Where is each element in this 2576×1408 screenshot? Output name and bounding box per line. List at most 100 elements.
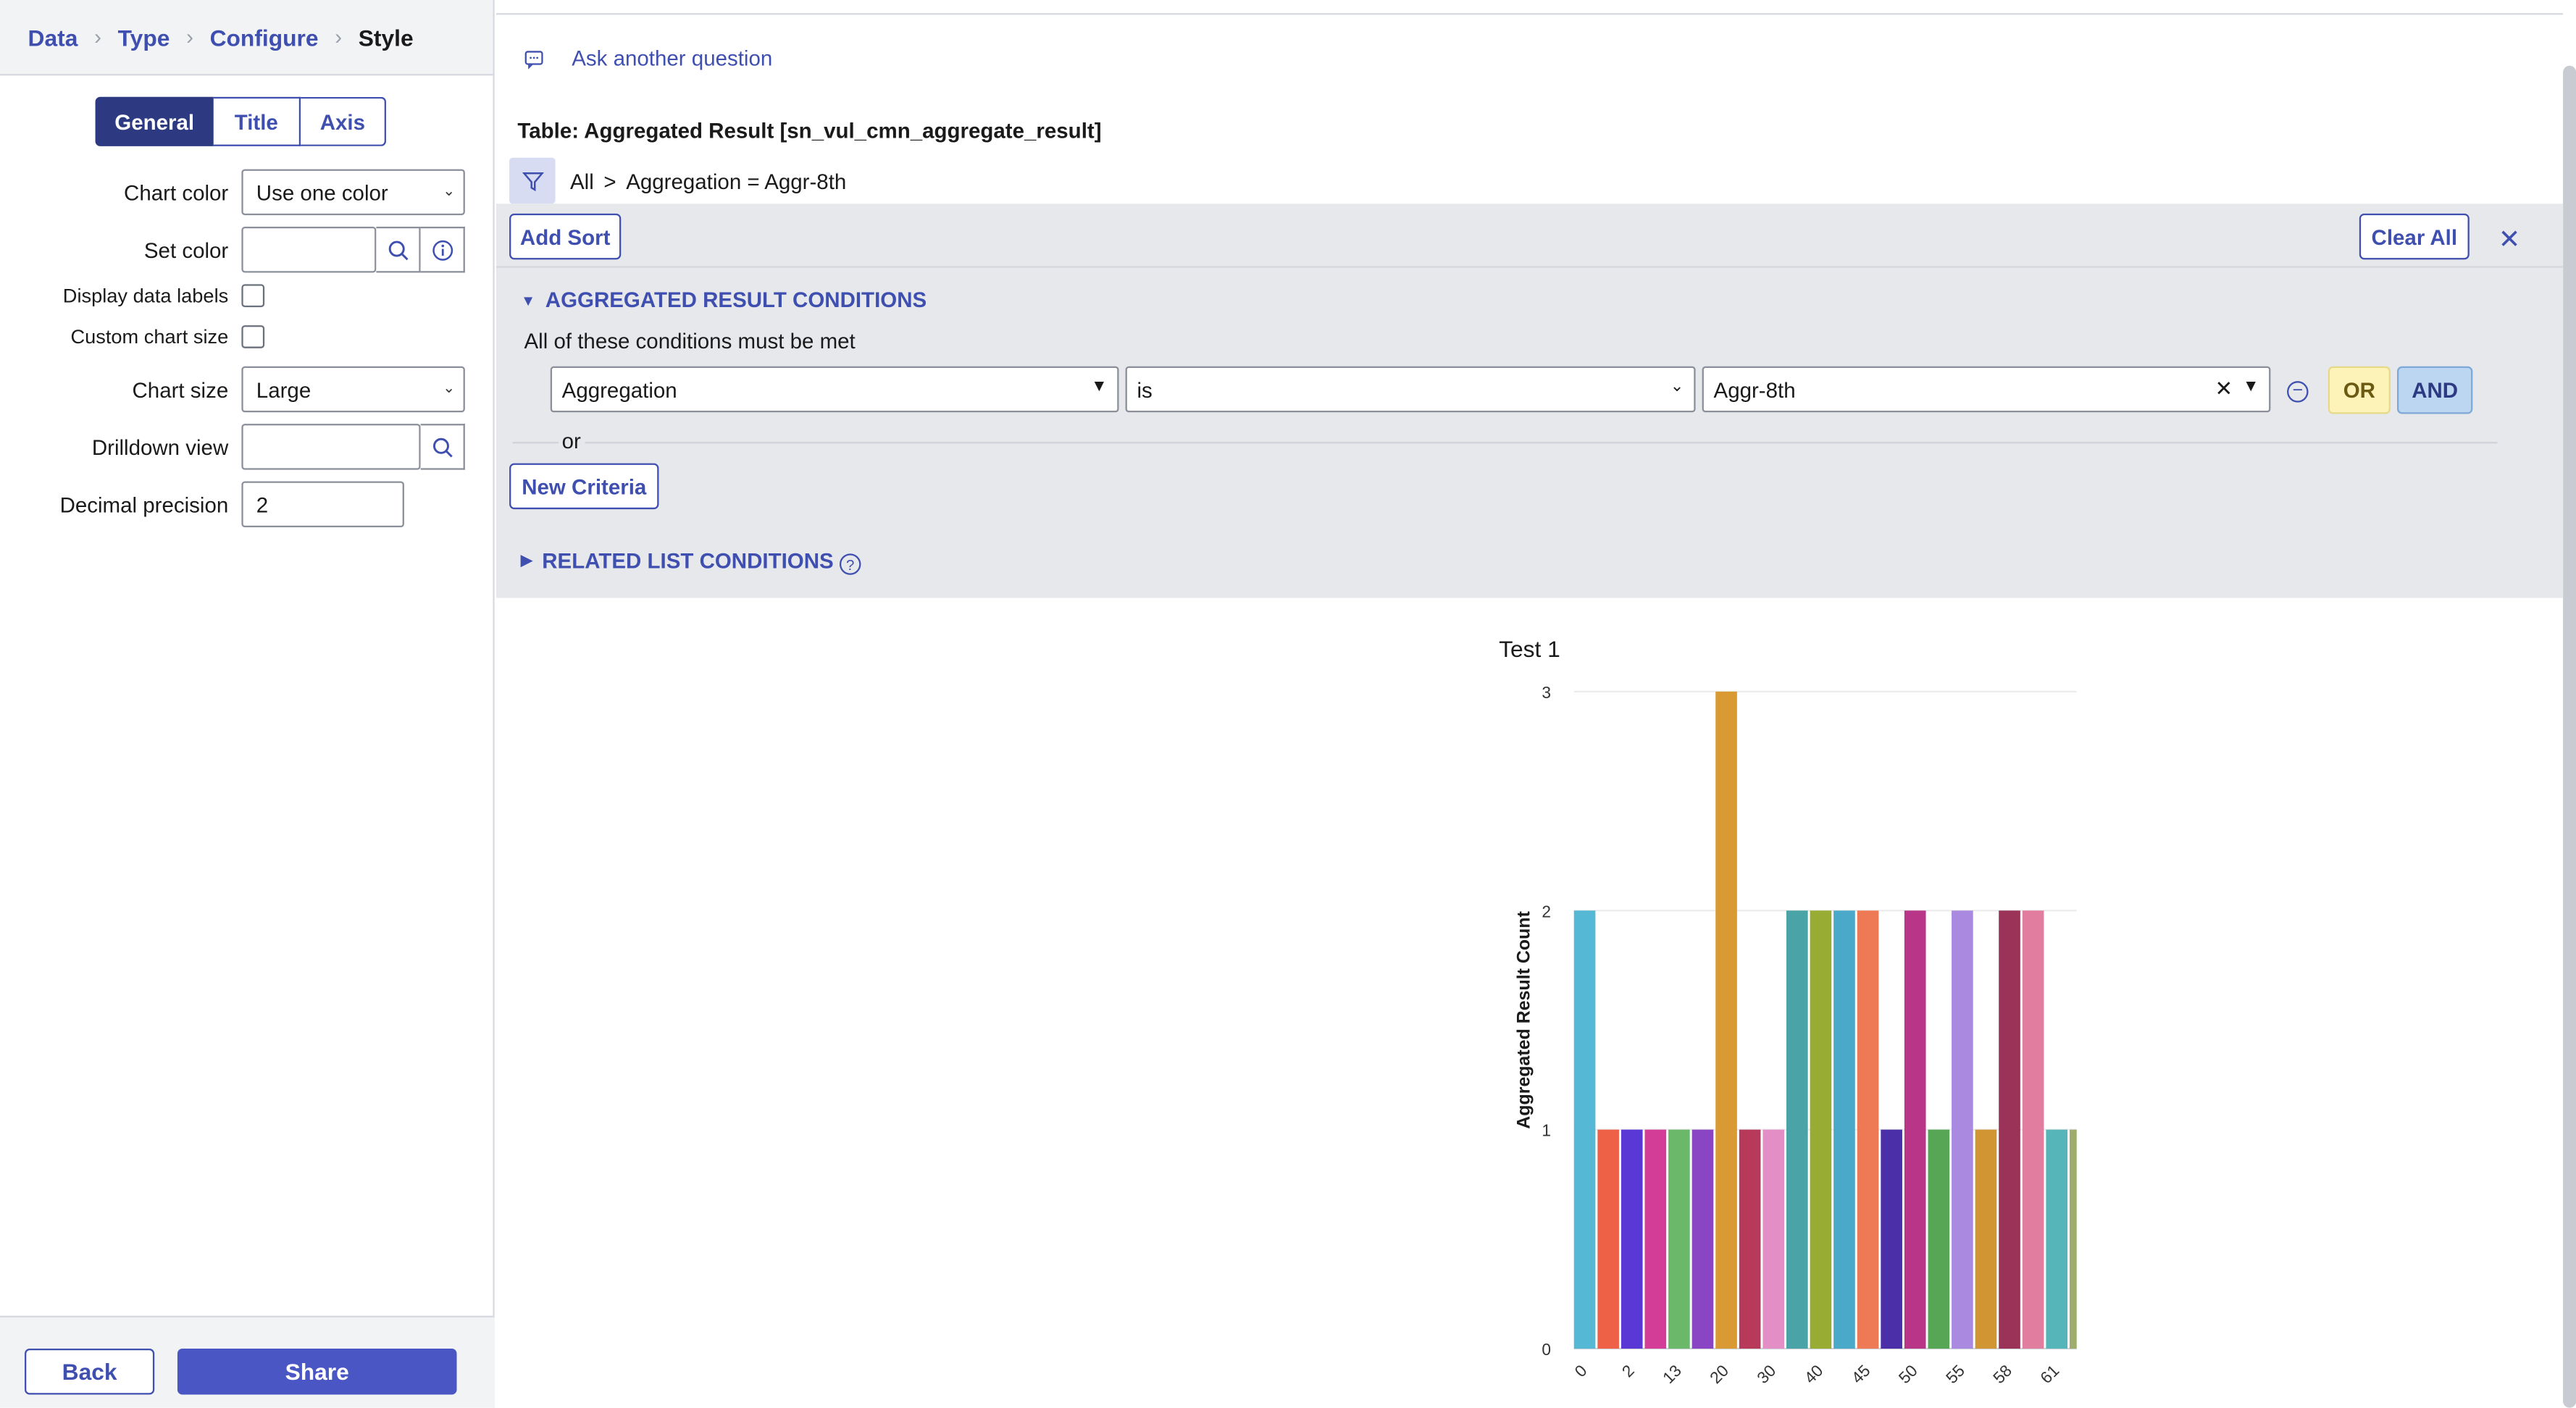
condition-subtitle: All of these conditions must be met [524,328,856,353]
set-color-label: Set color [143,237,229,262]
close-icon[interactable]: ✕ [2498,226,2521,255]
ask-question-link[interactable]: Ask another question [524,46,772,71]
add-sort-button[interactable]: Add Sort [509,213,622,260]
chart-title: Test 1 [1499,635,1560,663]
chart-size-row: Chart size Large ⌄ [0,366,495,413]
chart-bar [2046,1129,2068,1349]
x-tick-label: 40 [1800,1361,1826,1387]
set-color-row: Set color [0,226,495,273]
info-icon[interactable] [420,226,465,273]
y-tick-label: 0 [1542,1340,1551,1359]
crumb-type[interactable]: Type [117,23,170,51]
x-tick-label: 20 [1706,1361,1732,1387]
share-button[interactable]: Share [177,1349,457,1395]
chart-bar [1833,910,1855,1349]
set-color-input[interactable] [241,226,377,273]
display-labels-row: Display data labels [0,284,495,308]
ask-question-text: Ask another question [572,46,773,71]
decimal-input[interactable]: 2 [241,481,404,528]
x-tick-label: 50 [1895,1361,1921,1387]
filter-breadcrumb: All > Aggregation = Aggr-8th [509,157,847,204]
condition-builder: Add Sort Clear All ✕ ▼ AGGREGATED RESULT… [495,204,2564,598]
or-button[interactable]: OR [2328,366,2391,414]
clear-all-button[interactable]: Clear All [2359,213,2470,260]
chart-color-value: Use one color [256,180,388,205]
chart-bar [2022,910,2044,1349]
y-tick-label: 3 [1542,683,1551,702]
y-tick-label: 1 [1542,1121,1551,1140]
chart-bar [2069,1129,2077,1349]
table-title: Table: Aggregated Result [sn_vul_cmn_agg… [517,118,1102,143]
condition-field-value: Aggregation [561,377,677,402]
breadcrumb: Data › Type › Configure › Style [0,0,493,76]
custom-size-checkbox[interactable] [241,325,265,348]
condition-value-select[interactable]: Aggr-8th ✕ ▼ [1702,366,2271,413]
or-label: or [559,428,585,453]
filter-all[interactable]: All [569,168,594,193]
chart-bar [1904,910,1926,1349]
chart-bar [1786,910,1808,1349]
chart-bar [1597,1129,1619,1349]
x-tick-label: 58 [1989,1361,2015,1387]
chart-color-select[interactable]: Use one color ⌄ [241,169,465,216]
drilldown-label: Drilldown view [91,434,229,459]
related-conditions-title: RELATED LIST CONDITIONS [542,548,834,574]
chevron-right-icon: › [335,25,343,50]
condition-field-select[interactable]: Aggregation ▼ [550,366,1119,413]
chat-icon [524,50,543,69]
display-labels-label: Display data labels [62,284,229,308]
condition-value: Aggr-8th [1713,377,1796,402]
chart-bar [1810,910,1832,1349]
style-tabs: General Title Axis [95,96,386,146]
y-axis-label: Aggregated Result Count [1514,911,1534,1129]
drilldown-input[interactable] [241,424,421,470]
chart-bar [1739,1129,1761,1349]
chart-color-label: Chart color [124,180,229,205]
tab-axis[interactable]: Axis [301,96,386,146]
chart-size-select[interactable]: Large ⌄ [241,366,465,413]
and-button[interactable]: AND [2397,366,2473,414]
x-tick-label: 30 [1753,1361,1779,1387]
tab-general[interactable]: General [95,96,214,146]
custom-size-label: Custom chart size [70,325,229,348]
condition-operator-value: is [1137,377,1153,402]
chart-bar [1691,1129,1714,1349]
crumb-data[interactable]: Data [28,23,78,51]
chart-bar [1975,1129,1997,1349]
crumb-style[interactable]: Style [358,23,414,51]
chevron-right-icon: › [94,25,101,50]
condition-operator-select[interactable]: is ⌄ [1125,366,1696,413]
scrollbar[interactable] [2563,65,2576,1408]
clear-icon[interactable]: ✕ [2215,376,2233,401]
crumb-configure[interactable]: Configure [209,23,319,51]
style-panel: Data › Type › Configure › Style General … [0,0,495,1408]
related-conditions-toggle[interactable]: ▶ RELATED LIST CONDITIONS [521,549,834,574]
tab-title[interactable]: Title [213,96,301,146]
x-tick-label: 61 [2036,1361,2062,1387]
filter-condition[interactable]: Aggregation = Aggr-8th [626,168,847,193]
chevron-down-icon: ⌄ [443,379,456,396]
drilldown-row: Drilldown view [0,424,495,470]
help-icon[interactable]: ? [839,553,861,575]
new-criteria-button[interactable]: New Criteria [509,463,659,510]
caret-down-icon: ▼ [2243,377,2259,396]
filter-icon[interactable] [509,157,556,204]
search-icon[interactable] [420,424,465,470]
back-button[interactable]: Back [25,1349,155,1395]
aggregated-conditions-toggle[interactable]: ▼ AGGREGATED RESULT CONDITIONS [521,288,927,312]
or-divider [512,442,2498,444]
chart-color-row: Chart color Use one color ⌄ [0,169,495,216]
remove-condition-icon[interactable]: − [2287,381,2309,403]
decimal-label: Decimal precision [59,492,229,517]
chart-bar [1715,691,1737,1349]
display-labels-checkbox[interactable] [241,284,265,308]
search-icon[interactable] [376,226,421,273]
chart-bar [1999,910,2020,1349]
caret-down-icon: ▼ [1091,377,1108,396]
chevron-right-icon: › [186,25,193,50]
chevron-down-icon: ⌄ [1670,377,1684,396]
caret-right-icon: ▶ [520,552,532,569]
chart-bar [1952,910,1973,1349]
custom-size-row: Custom chart size [0,325,495,348]
chart-bar [1621,1129,1643,1349]
